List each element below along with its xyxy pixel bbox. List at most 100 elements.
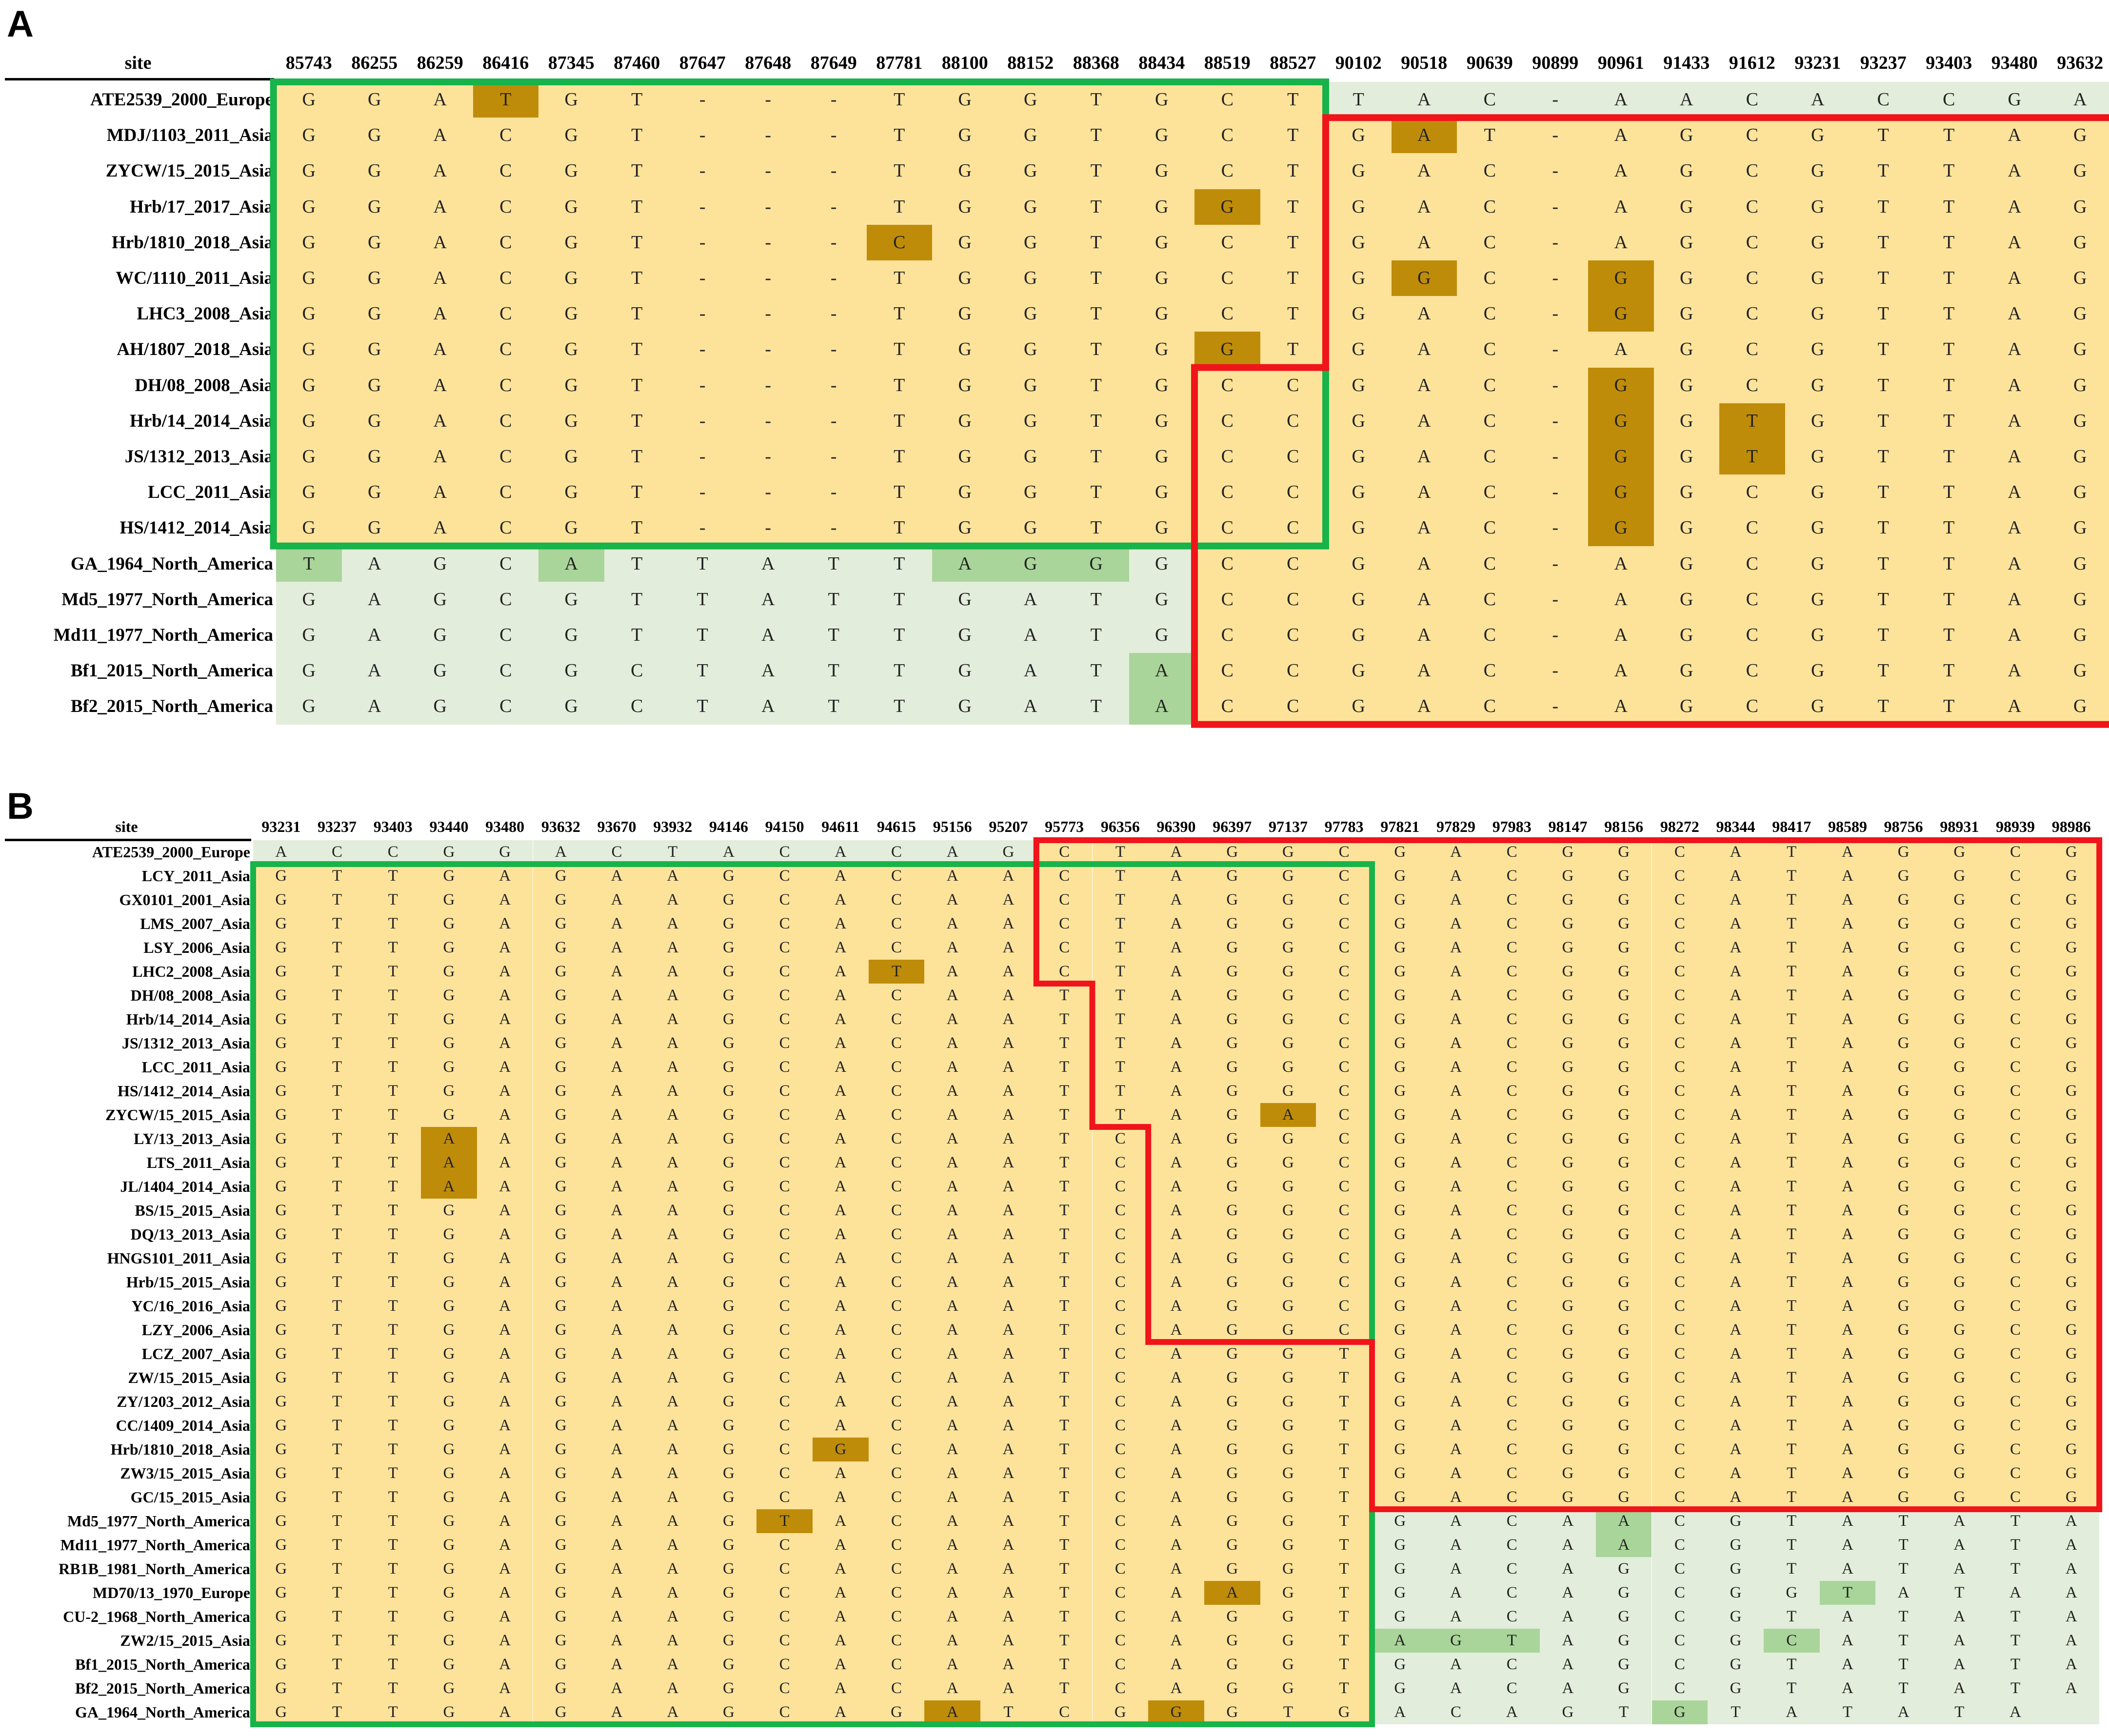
base-cell: T [604,224,670,260]
base-cell: - [801,510,867,546]
base-cell: G [276,510,342,546]
base-cell: C [473,332,538,368]
base-cell: T [1092,984,1149,1007]
base-cell: G [341,82,407,118]
base-cell: G [1260,1342,1316,1366]
base-cell: C [756,1223,813,1246]
base-cell: C [1651,1031,1708,1055]
base-cell: A [1708,1079,1764,1103]
base-cell: G [932,224,998,260]
base-cell: G [700,1461,757,1485]
base-cell: C [1092,1581,1149,1605]
base-cell: A [589,1127,645,1151]
base-cell: - [801,224,867,260]
base-cell: A [1819,1677,1876,1700]
base-cell: G [1653,118,1719,154]
base-cell: A [1819,1055,1876,1079]
base-cell: A [924,912,981,936]
base-cell: C [473,260,538,296]
site-column-header: 91433 [1663,53,1710,73]
isolate-name: Bf1_2015_North_America [70,661,273,681]
base-cell: G [538,153,604,189]
base-cell: A [1391,224,1457,260]
base-cell: A [980,1677,1036,1700]
base-cell: C [756,1103,813,1127]
base-cell: A [1819,984,1876,1007]
base-cell: A [644,1055,701,1079]
base-cell: T [1036,1199,1093,1223]
base-cell: T [1763,1199,1820,1223]
base-cell: G [1372,1677,1428,1700]
site-column-header: 93440 [429,818,469,835]
base-cell: G [421,1223,477,1246]
base-cell: A [1708,1103,1764,1127]
base-cell: T [1316,1605,1372,1629]
base-cell: G [2047,581,2109,617]
base-cell: A [997,653,1063,689]
base-cell: C [1194,510,1260,546]
base-cell: G [1653,617,1719,653]
base-cell: A [924,1079,981,1103]
base-cell: A [253,840,309,864]
base-cell: A [1148,888,1204,912]
base-cell: C [1987,1127,2044,1151]
base-cell: T [1763,1485,1820,1509]
base-cell: C [1092,1127,1149,1151]
isolate-name: Hrb/17_2017_Asia [130,197,273,217]
base-cell: A [644,1629,701,1653]
base-cell: A [1982,439,2048,475]
site-column-header: 90961 [1597,53,1644,73]
base-cell: A [1148,1653,1204,1677]
base-cell: C [1457,617,1523,653]
base-cell: C [1457,510,1523,546]
base-cell: G [1540,1342,1596,1366]
base-cell: A [813,840,869,864]
site-column-header: 91612 [1729,53,1775,73]
base-cell: C [1194,546,1260,582]
base-cell: A [1819,1390,1876,1414]
base-cell: T [866,689,932,725]
base-cell: G [2043,1294,2100,1318]
isolate-name: WC/1110_2011_Asia [116,268,273,288]
base-cell: C [473,403,538,439]
base-cell: T [1036,1629,1093,1653]
base-cell: A [589,1653,645,1677]
base-cell: C [1260,439,1326,475]
base-cell: - [670,82,736,118]
base-cell: A [589,912,645,936]
base-cell: T [365,1294,421,1318]
base-cell: - [1522,581,1588,617]
base-cell: A [1819,1199,1876,1223]
base-cell: T [1260,332,1326,368]
base-cell: C [868,1103,925,1127]
base-cell: A [980,1294,1036,1318]
base-cell: G [2047,403,2109,439]
base-cell: G [1391,260,1457,296]
base-cell: T [365,1509,421,1533]
base-cell: T [1875,1509,1931,1533]
base-cell: G [1540,1294,1596,1318]
base-cell: C [1428,1700,1484,1724]
base-cell: A [813,1127,869,1151]
base-cell: A [644,1151,701,1175]
base-cell: G [533,1605,589,1629]
base-cell: A [980,864,1036,888]
base-cell: C [1457,653,1523,689]
base-cell: A [589,1677,645,1700]
base-cell: G [1931,1461,1988,1485]
isolate-name: LCC_2011_Asia [148,482,273,503]
base-cell: A [1982,332,2048,368]
base-cell: - [735,403,801,439]
base-cell: A [341,617,407,653]
base-cell: - [1522,403,1588,439]
base-cell: A [924,888,981,912]
base-cell: G [700,1342,757,1366]
base-cell: G [421,984,477,1007]
base-cell: A [1148,1509,1204,1533]
base-cell: T [1063,581,1129,617]
base-cell: T [604,546,670,582]
base-cell: C [1651,936,1708,960]
base-cell: A [1428,1079,1484,1103]
base-cell: A [341,653,407,689]
base-cell: G [1595,1103,1652,1127]
